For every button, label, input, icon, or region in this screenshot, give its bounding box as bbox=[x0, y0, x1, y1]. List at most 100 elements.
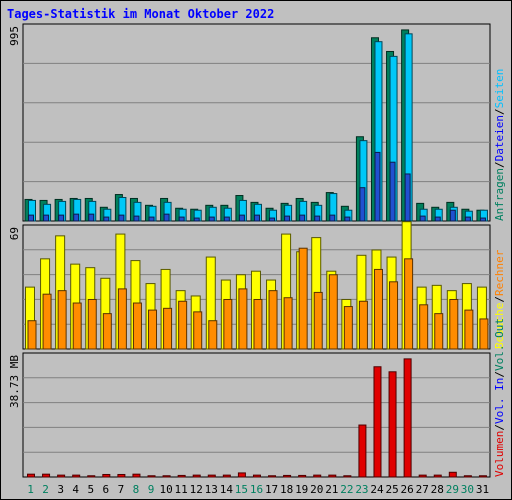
bar-rechner-day-14 bbox=[223, 298, 233, 350]
day-label-5: 5 bbox=[87, 483, 94, 496]
bar-seiten-day-12 bbox=[193, 217, 200, 222]
bar-seiten-day-5 bbox=[88, 213, 95, 222]
bar-rechner-day-24 bbox=[373, 268, 383, 350]
bar-volumen-day-17 bbox=[268, 475, 277, 478]
bar-volumen-day-1 bbox=[27, 473, 35, 478]
y-max-label: 995 bbox=[8, 26, 21, 46]
bar-rechner-day-26 bbox=[404, 258, 414, 350]
bar-seiten-day-4 bbox=[73, 213, 80, 222]
bar-volumen-day-21 bbox=[328, 474, 337, 478]
bar-seiten-day-3 bbox=[58, 214, 65, 222]
bar-rechner-day-13 bbox=[208, 320, 218, 350]
day-label-11: 11 bbox=[175, 483, 188, 496]
bar-rechner-day-15 bbox=[238, 288, 248, 350]
day-label-7: 7 bbox=[118, 483, 125, 496]
bar-volumen-day-12 bbox=[192, 474, 201, 478]
bar-rechner-day-25 bbox=[389, 281, 399, 350]
day-label-25: 25 bbox=[385, 483, 398, 496]
bar-rechner-day-6 bbox=[102, 313, 112, 350]
legend-entry: Dateien bbox=[493, 115, 506, 161]
bar-volumen-day-8 bbox=[132, 473, 141, 478]
bar-seiten-day-21 bbox=[329, 214, 336, 222]
bar-rechner-day-21 bbox=[328, 274, 338, 350]
legend-entry: Vol. Out bbox=[493, 318, 506, 371]
bar-volumen-day-10 bbox=[162, 475, 171, 478]
bar-volumen-day-31 bbox=[478, 475, 487, 478]
bar-volumen-day-9 bbox=[147, 475, 156, 478]
bar-seiten-day-28 bbox=[434, 216, 441, 222]
legend-bottom: Volumen/Vol. In/Vol. Out bbox=[493, 318, 506, 477]
bar-rechner-day-31 bbox=[479, 318, 489, 350]
day-label-24: 24 bbox=[370, 483, 384, 496]
bar-seiten-day-8 bbox=[133, 215, 140, 222]
bar-volumen-day-24 bbox=[373, 366, 382, 478]
bar-rechner-day-2 bbox=[42, 293, 52, 350]
bar-rechner-day-7 bbox=[117, 288, 127, 350]
bar-rechner-day-23 bbox=[358, 300, 368, 350]
legend-entry: / bbox=[493, 371, 506, 378]
bar-rechner-day-9 bbox=[148, 309, 158, 350]
legend-entry: / bbox=[493, 108, 506, 115]
bar-volumen-day-6 bbox=[102, 473, 111, 478]
bar-rechner-day-19 bbox=[298, 247, 308, 350]
day-label-19: 19 bbox=[295, 483, 308, 496]
bar-seiten-day-11 bbox=[178, 216, 185, 222]
bar-volumen-day-23 bbox=[358, 424, 367, 478]
chart-title: Tages-Statistik im Monat Oktober 2022 bbox=[7, 7, 274, 21]
bar-volumen-day-15 bbox=[237, 472, 246, 478]
bar-volumen-day-22 bbox=[343, 475, 352, 478]
day-label-18: 18 bbox=[280, 483, 293, 496]
day-label-26: 26 bbox=[401, 483, 414, 496]
day-label-4: 4 bbox=[72, 483, 79, 496]
legend-top: Anfragen/Dateien/Seiten bbox=[493, 69, 506, 221]
bar-seiten-day-1 bbox=[28, 214, 34, 222]
day-label-28: 28 bbox=[431, 483, 444, 496]
bar-rechner-day-8 bbox=[132, 302, 142, 350]
bar-seiten-day-25 bbox=[389, 161, 396, 222]
day-label-3: 3 bbox=[57, 483, 64, 496]
bar-seiten-day-10 bbox=[163, 213, 170, 222]
day-label-8: 8 bbox=[133, 483, 140, 496]
day-label-29: 29 bbox=[446, 483, 459, 496]
bar-seiten-day-17 bbox=[269, 217, 276, 222]
bar-volumen-day-27 bbox=[418, 474, 427, 478]
bar-seiten-day-26 bbox=[404, 173, 411, 222]
day-label-6: 6 bbox=[103, 483, 110, 496]
legend-entry: Seiten bbox=[493, 69, 506, 109]
legend-entry: / bbox=[493, 296, 506, 303]
bar-seiten-day-9 bbox=[148, 216, 155, 222]
bar-rechner-day-11 bbox=[178, 300, 188, 350]
bar-volumen-day-20 bbox=[313, 474, 322, 478]
bar-volumen-day-5 bbox=[87, 475, 96, 478]
day-label-30: 30 bbox=[461, 483, 474, 496]
bar-volumen-day-4 bbox=[72, 474, 81, 478]
bar-volumen-day-25 bbox=[388, 371, 397, 478]
bar-rechner-day-17 bbox=[268, 290, 278, 350]
bar-volumen-day-3 bbox=[57, 474, 66, 478]
bar-seiten-day-20 bbox=[314, 215, 321, 222]
legend-entry: Anfragen bbox=[493, 168, 506, 221]
day-label-1: 1 bbox=[27, 483, 34, 496]
bar-seiten-day-13 bbox=[208, 216, 215, 222]
bar-rechner-day-20 bbox=[313, 291, 323, 350]
bar-volumen-day-18 bbox=[283, 474, 292, 478]
bar-seiten-day-27 bbox=[419, 215, 426, 222]
day-label-9: 9 bbox=[148, 483, 155, 496]
y-max-label: 38.73 MB bbox=[8, 355, 21, 408]
day-label-14: 14 bbox=[220, 483, 234, 496]
day-label-23: 23 bbox=[355, 483, 368, 496]
day-label-22: 22 bbox=[340, 483, 353, 496]
bar-seiten-day-22 bbox=[344, 216, 351, 222]
bar-seiten-day-29 bbox=[449, 209, 456, 222]
bar-rechner-day-30 bbox=[464, 309, 474, 350]
panel-frame bbox=[22, 23, 491, 222]
bar-volumen-day-19 bbox=[298, 474, 307, 478]
bar-seiten-day-7 bbox=[118, 214, 125, 222]
day-label-2: 2 bbox=[42, 483, 49, 496]
bar-seiten-day-23 bbox=[359, 187, 366, 222]
bar-volumen-day-14 bbox=[222, 474, 231, 478]
bar-seiten-day-2 bbox=[43, 214, 50, 222]
bar-seiten-day-16 bbox=[253, 214, 260, 222]
bar-seiten-day-15 bbox=[238, 214, 245, 222]
day-label-12: 12 bbox=[190, 483, 203, 496]
